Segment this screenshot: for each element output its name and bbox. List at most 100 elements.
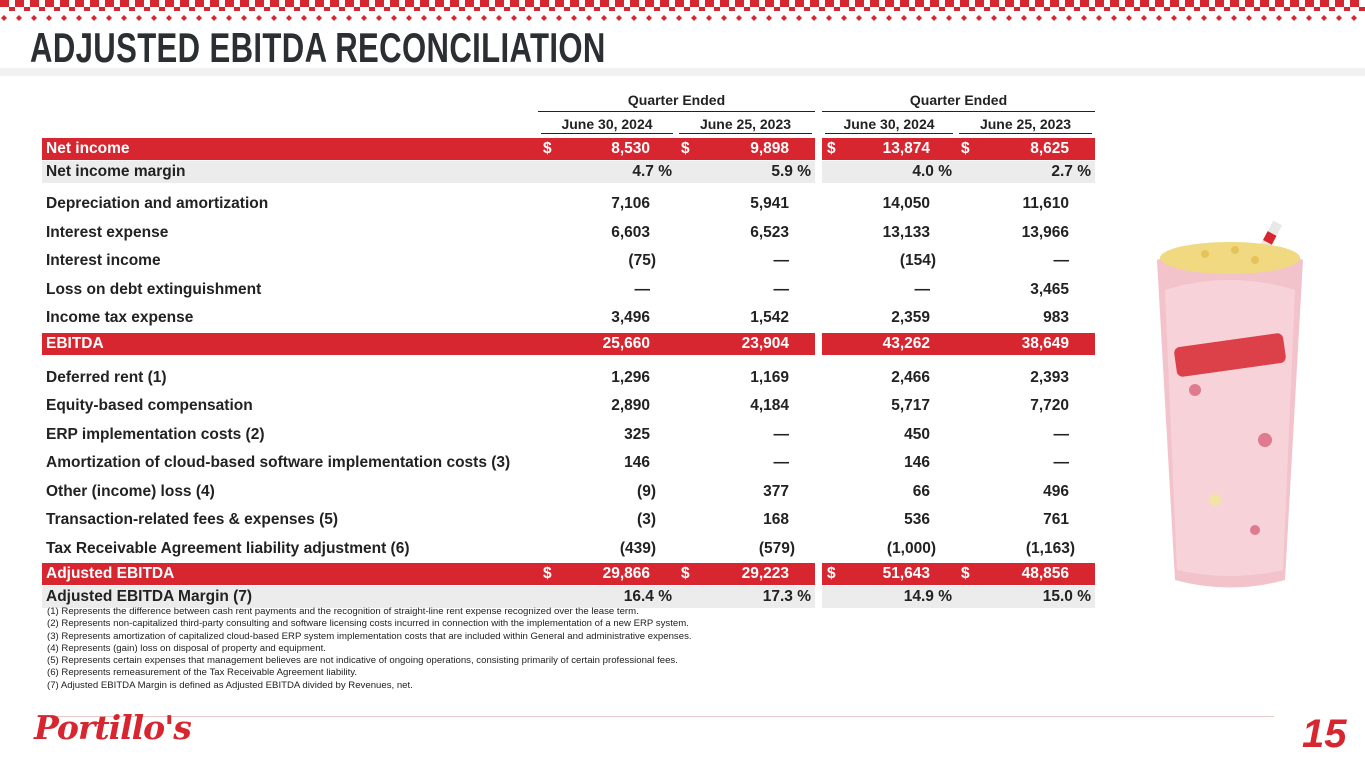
table-cell: 38,649 [956, 332, 1095, 355]
table-cell: 2,393 [1030, 368, 1069, 386]
table-row: Transaction-related fees & expenses (5) (… [42, 506, 1095, 535]
table-cell: 25,660 [538, 332, 676, 355]
table-cell: — [634, 280, 651, 298]
table-cell: 983 [1043, 309, 1069, 327]
footnote: (7) Adjusted EBITDA Margin is defined as… [47, 679, 413, 691]
table-cell: 1,296 [611, 368, 650, 386]
cell-value: 13,874 [882, 140, 930, 157]
table-cell: 2,890 [611, 397, 650, 415]
row-label: Depreciation and amortization [46, 195, 269, 213]
footnote: (3) Represents amortization of capitaliz… [47, 630, 692, 642]
currency-symbol: $ [681, 140, 690, 157]
row-label: Interest income [46, 252, 161, 270]
table-cell: 5,717 [891, 397, 930, 415]
table-cell: 13,133 [882, 223, 930, 241]
table-cell: 16.4 % [538, 586, 676, 608]
table-cell: (75) [628, 252, 656, 270]
currency-symbol: $ [827, 140, 836, 157]
table-cell: (579) [758, 539, 795, 557]
row-label: EBITDA [42, 332, 538, 355]
table-row: Adjusted EBITDA $29,866 $29,223 $51,643 $48,… [42, 563, 1095, 585]
table-row: Tax Receivable Agreement liability adjus… [42, 535, 1095, 564]
table-cell: 1,169 [750, 368, 789, 386]
table-cell: 5,941 [750, 195, 789, 213]
table-cell: 66 [912, 482, 930, 500]
table-cell: — [1053, 252, 1070, 270]
column-header: June 25, 2023 [679, 112, 812, 134]
table-cell: 1,542 [750, 309, 789, 327]
table-row: Deferred rent (1) 1,296 1,169 2,466 2,393 [42, 364, 1095, 393]
row-label: Amortization of cloud-based software imp… [46, 454, 511, 472]
row-label: Net income [42, 138, 538, 160]
cell-value: 8,530 [611, 140, 650, 157]
column-header-row: June 30, 2024 June 25, 2023 June 30, 2024 J… [42, 112, 1095, 134]
table-cell: 4.0 % [822, 161, 956, 183]
cell-value: 9,898 [750, 140, 789, 157]
table-cell: 2.7 % [956, 161, 1095, 183]
table-cell: $13,874 [822, 138, 956, 160]
title: ADJUSTED EBITDA RECONCILIATION [30, 24, 606, 71]
table-cell: 3,465 [1030, 280, 1069, 298]
row-label: Adjusted EBITDA Margin (7) [42, 586, 538, 608]
table-cell: 536 [904, 511, 930, 529]
table-cell: — [773, 425, 790, 443]
footnote: (5) Represents certain expenses that man… [47, 655, 678, 667]
column-header: June 30, 2024 [825, 112, 953, 134]
table-cell: $9,898 [676, 138, 815, 160]
table-cell: — [1053, 454, 1070, 472]
table-cell: (1,163) [1025, 539, 1075, 557]
table-row: Amortization of cloud-based software imp… [42, 449, 1095, 478]
table: Quarter Ended Quarter Ended June 30, 2024 J… [42, 90, 1095, 608]
table-row: Loss on debt extinguishment — — — 3,465 [42, 276, 1095, 305]
logo: Portillo's [34, 708, 192, 747]
footnote: (6) Represents remeasurement of the Tax … [47, 667, 357, 679]
table-cell: 43,262 [822, 332, 956, 355]
row-label: Other (income) loss (4) [46, 482, 215, 500]
currency-symbol: $ [961, 140, 970, 157]
cell-value: 29,866 [602, 565, 650, 582]
group-header-row: Quarter Ended Quarter Ended [42, 90, 1095, 112]
row-label: Equity-based compensation [46, 397, 253, 415]
footnote: (1) Represents the difference between ca… [47, 606, 639, 617]
table-row: Income tax expense 3,496 1,542 2,359 983 [42, 304, 1095, 333]
table-cell: 146 [624, 454, 650, 472]
table-row: EBITDA 25,660 23,904 43,262 38,649 [42, 332, 1095, 355]
table-cell: — [773, 280, 790, 298]
table-cell: (3) [637, 511, 656, 529]
table-cell: $48,856 [956, 563, 1095, 585]
table-cell: 4.7 % [538, 161, 676, 183]
table-cell: 450 [904, 425, 930, 443]
spacer [818, 112, 819, 134]
table-cell: 6,603 [611, 223, 650, 241]
table-cell: 23,904 [676, 332, 815, 355]
table-cell: 5.9 % [676, 161, 815, 183]
spacer [45, 112, 535, 134]
table-cell: (439) [619, 539, 656, 557]
currency-symbol: $ [543, 565, 552, 582]
row-label: Net income margin [42, 161, 538, 183]
table-cell: 14,050 [882, 195, 930, 213]
table-cell: 4,184 [750, 397, 789, 415]
top-border [0, 0, 1365, 76]
table-row: Other (income) loss (4) (9) 377 66 496 [42, 478, 1095, 507]
table-row: Interest expense 6,603 6,523 13,133 13,966 [42, 219, 1095, 248]
table-cell: $29,223 [676, 563, 815, 585]
cell-value: 8,625 [1030, 140, 1069, 157]
table-row: Net income margin 4.7 % 5.9 % 4.0 % 2.7 % [42, 161, 1095, 183]
currency-symbol: $ [961, 565, 970, 582]
table-cell: 7,106 [611, 195, 650, 213]
row-label: Interest expense [46, 223, 169, 241]
table-row: Net income $8,530 $9,898 $13,874 $8,625 [42, 138, 1095, 160]
table-cell: (9) [637, 482, 656, 500]
footnotes: (1) Represents the difference between ca… [47, 606, 692, 692]
table-cell: 146 [904, 454, 930, 472]
column-header: June 30, 2024 [541, 112, 673, 134]
row-label: Adjusted EBITDA [42, 563, 538, 585]
footnote: (4) Represents (gain) loss on disposal o… [47, 642, 326, 654]
cell-value: 51,643 [882, 565, 930, 582]
table-cell: $51,643 [822, 563, 956, 585]
table-cell: (154) [899, 252, 936, 270]
table-cell: — [773, 252, 790, 270]
row-label: Deferred rent (1) [46, 368, 167, 386]
